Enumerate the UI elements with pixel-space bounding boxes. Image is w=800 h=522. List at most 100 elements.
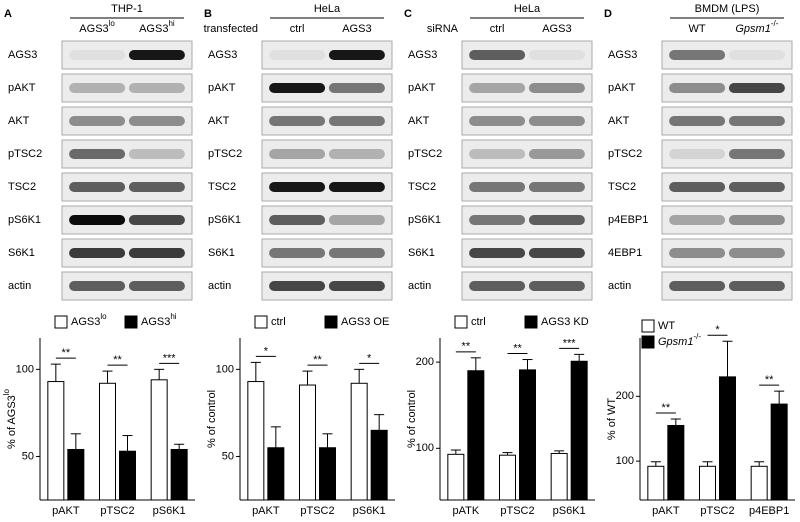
legend-swatch [641, 335, 655, 349]
blot-band [128, 83, 185, 93]
legend-label-base: AGS3 [71, 316, 100, 328]
legend-label-sup: hi [170, 312, 176, 321]
legend-label: ctrl [271, 316, 286, 328]
x-tick-label: pTSC2 [100, 505, 134, 517]
blot-band [669, 116, 726, 126]
blot-row-label: S6K1 [8, 247, 35, 259]
treatment-label: siRNA [427, 23, 459, 35]
blot-band [469, 149, 526, 159]
x-tick-label: pS6K1 [153, 505, 186, 517]
bar [699, 465, 716, 501]
significance-label: ** [462, 341, 471, 353]
blot-box [61, 106, 193, 136]
significance-label: ** [662, 402, 671, 414]
blot-band [328, 281, 385, 291]
x-tick-label: pTSC2 [500, 505, 534, 517]
panel-letter: B [204, 8, 212, 20]
blot-band [528, 149, 585, 159]
blot-band [469, 50, 526, 60]
x-tick-label: pAKT [52, 505, 80, 517]
lane-label: AGS3 [342, 23, 371, 35]
blot-band [269, 281, 326, 291]
y-axis-label: % of AGS3lo [2, 388, 18, 449]
y-axis-label: % of control [406, 390, 418, 448]
blot-box [261, 139, 393, 169]
y-tick-label: 100 [416, 442, 434, 454]
blot-band [669, 182, 726, 192]
blot-row-label: actin [8, 280, 31, 292]
blot-row-label: pAKT [8, 82, 36, 94]
blot-band [269, 116, 326, 126]
blot-row-label: 4EBP1 [608, 247, 642, 259]
blot-row-label: S6K1 [408, 247, 435, 259]
blot-band [69, 149, 126, 159]
bar [299, 384, 316, 501]
blot-band [528, 116, 585, 126]
blot-row-label: AKT [8, 115, 30, 127]
blot-row-label: pAKT [408, 82, 436, 94]
bar [99, 382, 116, 501]
blot-band [69, 248, 126, 258]
significance-label: * [264, 345, 269, 357]
lane-label: WT [689, 23, 706, 35]
bar [519, 369, 536, 501]
blot-band [328, 83, 385, 93]
blot-band [728, 116, 785, 126]
blot-row-label: pS6K1 [8, 214, 41, 226]
bar [770, 403, 788, 501]
significance-label: ** [62, 347, 71, 359]
blot-band [328, 248, 385, 258]
blot-band [128, 215, 185, 225]
blot-band [128, 248, 185, 258]
blot-row-label: AKT [408, 115, 430, 127]
blot-band [69, 116, 126, 126]
blot-row-label: AGS3 [408, 49, 437, 61]
blot-band [669, 50, 726, 60]
blot-row-label: pTSC2 [208, 148, 242, 160]
blot-row-label: TSC2 [8, 181, 36, 193]
blot-box [661, 205, 793, 235]
blot-row-label: TSC2 [608, 181, 636, 193]
blot-row-label: TSC2 [208, 181, 236, 193]
y-tick-label: 200 [416, 356, 434, 368]
significance-label: * [367, 352, 372, 364]
blot-band [128, 50, 185, 60]
y-axis-label-base: % of AGS3 [6, 395, 18, 449]
panel-letter: A [4, 8, 12, 20]
legend-label: AGS3lo [71, 312, 107, 328]
blot-row-label: AKT [208, 115, 230, 127]
legend-swatch [324, 315, 338, 329]
blot-band [469, 215, 526, 225]
legend-label-base: AGS3 [141, 316, 170, 328]
blot-band [128, 281, 185, 291]
bar [499, 454, 516, 501]
blot-band [328, 50, 385, 60]
blot-row-label: pS6K1 [208, 214, 241, 226]
blot-band [69, 83, 126, 93]
blot-band [69, 215, 126, 225]
blot-band [528, 281, 585, 291]
blot-band [669, 83, 726, 93]
y-tick-label: 100 [216, 363, 234, 375]
lane-label-base: Gpsm1 [735, 23, 770, 35]
blot-band [728, 50, 785, 60]
legend-label: AGS3 OE [341, 316, 389, 328]
bar [47, 381, 65, 501]
blot-row-label: pAKT [208, 82, 236, 94]
lane-label-sup: lo [109, 19, 116, 28]
significance-label: ** [113, 354, 122, 366]
bar [170, 448, 188, 501]
blot-band [269, 182, 326, 192]
blot-row-label: AKT [608, 115, 630, 127]
y-tick-label: 50 [222, 450, 234, 462]
significance-label: *** [563, 337, 577, 349]
blot-band [128, 149, 185, 159]
lane-label: AGS3hi [139, 19, 175, 35]
blot-band [328, 215, 385, 225]
legend-swatch [254, 315, 268, 329]
blot-band [269, 50, 326, 60]
blot-band [728, 149, 785, 159]
blot-row-label: pS6K1 [408, 214, 441, 226]
bar [647, 465, 665, 501]
